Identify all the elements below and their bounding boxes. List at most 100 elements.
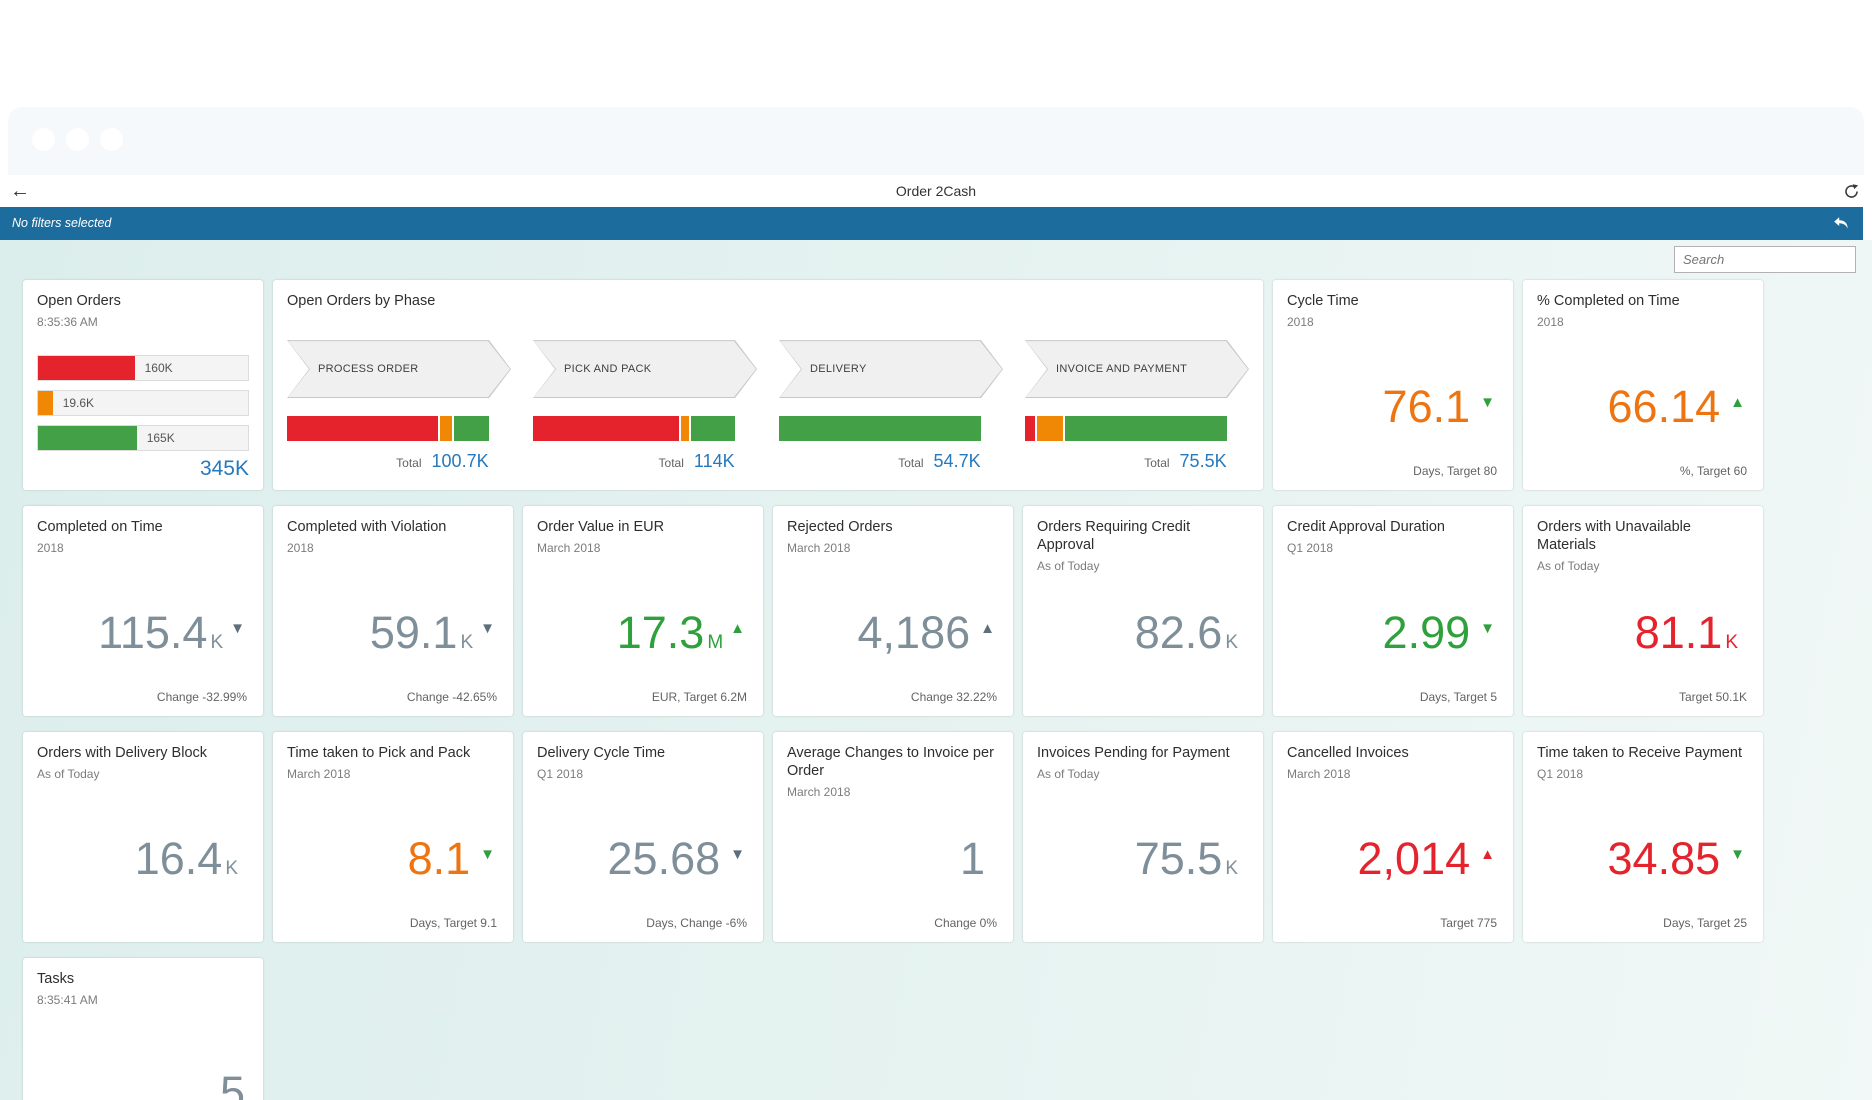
tile-footer: Change -32.99% (156, 690, 247, 704)
bar-segment (287, 416, 439, 442)
tile-tasks[interactable]: Tasks 8:35:41 AM 5 (23, 958, 263, 1100)
bar-value-label: 165K (146, 431, 175, 446)
bar-fill (38, 356, 135, 381)
bar-segment (690, 416, 735, 442)
phase-stacked-bar (1025, 416, 1227, 442)
kpi-tile-orders-unavailable-materials[interactable]: Orders with Unavailable Materials As of … (1523, 506, 1763, 716)
kpi-number: 81.1 (1634, 607, 1723, 658)
tile-title: Invoices Pending for Payment (1037, 745, 1230, 761)
kpi-value: 5 (220, 1070, 245, 1100)
tile-title: Completed on Time (37, 519, 163, 535)
kpi-tile-cycle-time[interactable]: Cycle Time 2018 76.1 ▼ Days, Target 80 (1273, 280, 1513, 490)
phase-total: Total 114K (533, 451, 735, 472)
bar-value-label: 160K (144, 361, 173, 376)
search-input[interactable] (1674, 246, 1856, 273)
total-value: 114K (693, 451, 735, 472)
bar-segment (1036, 416, 1063, 442)
phase-stacked-bar (779, 416, 981, 442)
trend-arrow-icon: ▼ (730, 846, 745, 863)
kpi-value: 25.68 ▼ (608, 836, 745, 881)
phase-chevron: INVOICE AND PAYMENT (1025, 340, 1249, 398)
bar-row: 19.6K (37, 390, 249, 417)
tile-title: Time taken to Pick and Pack (287, 745, 471, 761)
phase-label: PICK AND PACK (564, 363, 652, 376)
kpi-tile-orders-delivery-block[interactable]: Orders with Delivery Block As of Today 1… (23, 732, 263, 942)
total-value: 75.5K (1179, 451, 1227, 472)
kpi-value: 59.1 K ▼ (370, 610, 495, 655)
phase-invoice-and-payment[interactable]: INVOICE AND PAYMENT Total 75.5K (1025, 340, 1249, 472)
tile-subtitle: March 2018 (537, 541, 601, 556)
bar-row: 160K (37, 355, 249, 382)
total-label: Total (1144, 456, 1170, 471)
tile-open-orders-by-phase[interactable]: Open Orders by Phase PROCESS ORDER Total… (273, 280, 1263, 490)
kpi-tile-invoices-pending-payment[interactable]: Invoices Pending for Payment As of Today… (1023, 732, 1263, 942)
phase-delivery[interactable]: DELIVERY Total 54.7K (779, 340, 1003, 472)
undo-icon[interactable] (1832, 215, 1850, 231)
total-value: 54.7K (933, 451, 981, 472)
phase-pick-and-pack[interactable]: PICK AND PACK Total 114K (533, 340, 757, 472)
kpi-number: 76.1 (1382, 381, 1471, 432)
kpi-number: 25.68 (607, 833, 721, 884)
open-orders-total: 345K (199, 457, 249, 480)
window-dot-icon (66, 128, 89, 151)
tile-subtitle: As of Today (37, 767, 100, 782)
tile-subtitle: 8:35:36 AM (37, 315, 98, 330)
bar-segment (440, 416, 453, 442)
total-label: Total (396, 456, 422, 471)
phase-label: DELIVERY (810, 363, 867, 376)
kpi-tile-cancelled-invoices[interactable]: Cancelled Invoices March 2018 2,014 ▲ Tar… (1273, 732, 1513, 942)
phase-row: PROCESS ORDER Total 100.7K PICK AND PACK (287, 340, 1249, 472)
back-arrow-icon[interactable]: ← (10, 180, 30, 202)
kpi-number: 1 (959, 833, 985, 884)
kpi-unit: M (707, 632, 724, 653)
kpi-value: 76.1 ▼ (1383, 384, 1495, 429)
kpi-number: 17.3 (616, 607, 705, 658)
kpi-tile-order-value-eur[interactable]: Order Value in EUR March 2018 17.3 M ▲ EUR… (523, 506, 763, 716)
bar-segment (680, 416, 689, 442)
filter-bar[interactable]: No filters selected (0, 207, 1863, 240)
tile-footer: EUR, Target 6.2M (651, 690, 747, 704)
kpi-number: 4,186 (857, 607, 971, 658)
kpi-value: 16.4 K (135, 836, 245, 881)
phase-label: INVOICE AND PAYMENT (1056, 363, 1188, 376)
trend-arrow-icon: ▼ (230, 620, 245, 637)
refresh-icon[interactable] (1843, 183, 1860, 200)
kpi-tile-delivery-cycle-time[interactable]: Delivery Cycle Time Q1 2018 25.68 ▼ Days,… (523, 732, 763, 942)
kpi-tile-avg-invoice-changes[interactable]: Average Changes to Invoice per Order Mar… (773, 732, 1013, 942)
kpi-value: 81.1 K (1635, 610, 1745, 655)
kpi-tile-completed-with-violation[interactable]: Completed with Violation 2018 59.1 K ▼ Cha… (273, 506, 513, 716)
kpi-unit: K (460, 632, 474, 653)
kpi-tile-completed-on-time[interactable]: Completed on Time 2018 115.4 K ▼ Change -3… (23, 506, 263, 716)
kpi-unit: K (1725, 632, 1738, 653)
tile-subtitle: As of Today (1037, 559, 1100, 574)
kpi-tile-time-pick-and-pack[interactable]: Time taken to Pick and Pack March 2018 8… (273, 732, 513, 942)
tile-footer: Target 775 (1440, 916, 1497, 930)
tile-title: Orders with Delivery Block (37, 745, 208, 761)
tile-subtitle: As of Today (1537, 559, 1600, 574)
window-dot-icon (32, 128, 55, 151)
tile-subtitle: Q1 2018 (537, 767, 584, 782)
kpi-tile-rejected-orders[interactable]: Rejected Orders March 2018 4,186 ▲ Change… (773, 506, 1013, 716)
kpi-number: 115.4 (98, 607, 208, 658)
tile-footer: Change 0% (934, 916, 997, 930)
phase-total: Total 75.5K (1025, 451, 1227, 472)
tile-title: Open Orders (37, 293, 121, 309)
kpi-value: 115.4 K ▼ (98, 610, 245, 655)
kpi-unit: K (1225, 632, 1238, 653)
phase-stacked-bar (533, 416, 735, 442)
tile-footer: Days, Target 5 (1419, 690, 1497, 704)
kpi-tile-time-receive-payment[interactable]: Time taken to Receive Payment Q1 2018 34… (1523, 732, 1763, 942)
tile-open-orders[interactable]: Open Orders 8:35:36 AM 160K 19.6K 165K 3… (23, 280, 263, 490)
tile-title: Time taken to Receive Payment (1537, 745, 1742, 761)
kpi-tile-orders-requiring-credit-approval[interactable]: Orders Requiring Credit Approval As of T… (1023, 506, 1263, 716)
phase-chevron: PROCESS ORDER (287, 340, 511, 398)
phase-process-order[interactable]: PROCESS ORDER Total 100.7K (287, 340, 511, 472)
phase-chevron: PICK AND PACK (533, 340, 757, 398)
tile-footer: Days, Target 80 (1413, 464, 1497, 478)
kpi-tile-pct-completed-on-time[interactable]: % Completed on Time 2018 66.14 ▲ %, Targe… (1523, 280, 1763, 490)
bar-value-label: 19.6K (62, 396, 95, 411)
kpi-value: 82.6 K (1135, 610, 1245, 655)
kpi-tile-credit-approval-duration[interactable]: Credit Approval Duration Q1 2018 2.99 ▼ D… (1273, 506, 1513, 716)
tile-title: Delivery Cycle Time (537, 745, 666, 761)
tile-title: Order Value in EUR (537, 519, 665, 535)
